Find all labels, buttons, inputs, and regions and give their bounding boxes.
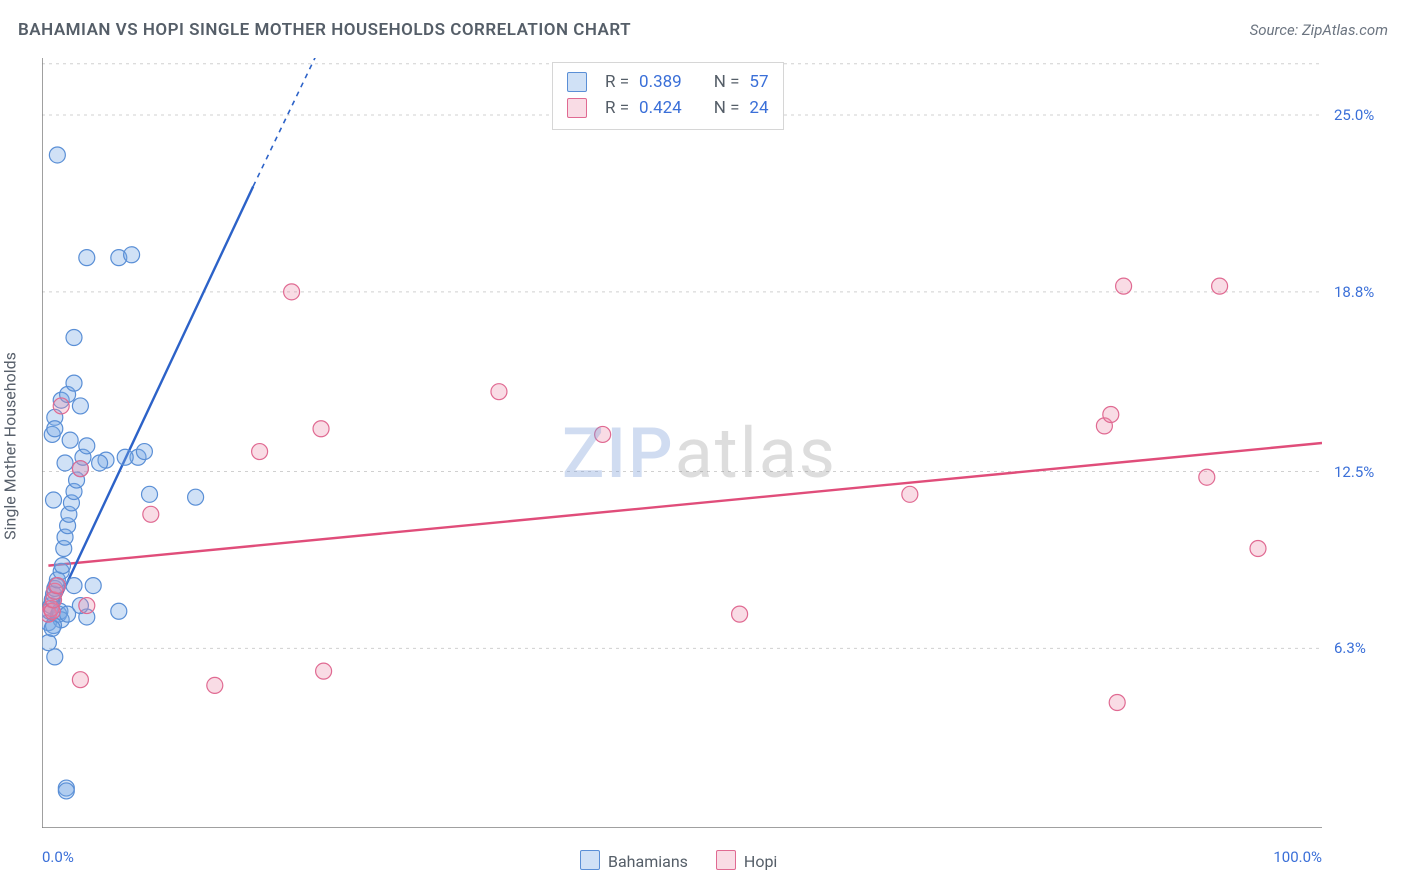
legend-item: Hopi — [716, 850, 777, 871]
legend-stat-row: R = 0.424 N = 24 — [567, 95, 769, 121]
y-tick-label: 12.5% — [1334, 463, 1374, 481]
legend-swatch — [716, 850, 736, 870]
scatter-plot-svg — [42, 58, 1322, 828]
legend-swatch — [580, 850, 600, 870]
legend-item: Bahamians — [580, 850, 688, 871]
plot-area: ZIPatlas — [42, 58, 1322, 828]
stat-n-label: N = — [714, 95, 740, 121]
stat-r-label: R = — [605, 95, 629, 121]
legend-stat-row: R = 0.389 N = 57 — [567, 69, 769, 95]
legend-swatch — [567, 72, 587, 92]
chart-title: BAHAMIAN VS HOPI SINGLE MOTHER HOUSEHOLD… — [18, 20, 631, 40]
stat-n-value: 24 — [749, 95, 768, 121]
stat-r-value: 0.424 — [639, 95, 682, 121]
legend-label: Bahamians — [608, 852, 688, 871]
stat-r-value: 0.389 — [639, 69, 682, 95]
y-axis-label: Single Mother Households — [1, 352, 20, 540]
legend-label: Hopi — [744, 852, 777, 871]
legend-stats: R = 0.389 N = 57 R = 0.424 N = 24 — [552, 62, 784, 130]
y-tick-label: 25.0% — [1334, 106, 1374, 124]
stat-r-label: R = — [605, 69, 629, 95]
chart-source: Source: ZipAtlas.com — [1250, 21, 1388, 39]
legend-swatch — [567, 98, 587, 118]
y-tick-label: 18.8% — [1334, 283, 1374, 301]
stat-n-label: N = — [714, 69, 740, 95]
legend-bottom: Bahamians Hopi — [580, 850, 777, 871]
y-tick-label: 6.3% — [1334, 639, 1366, 657]
stat-n-value: 57 — [749, 69, 768, 95]
